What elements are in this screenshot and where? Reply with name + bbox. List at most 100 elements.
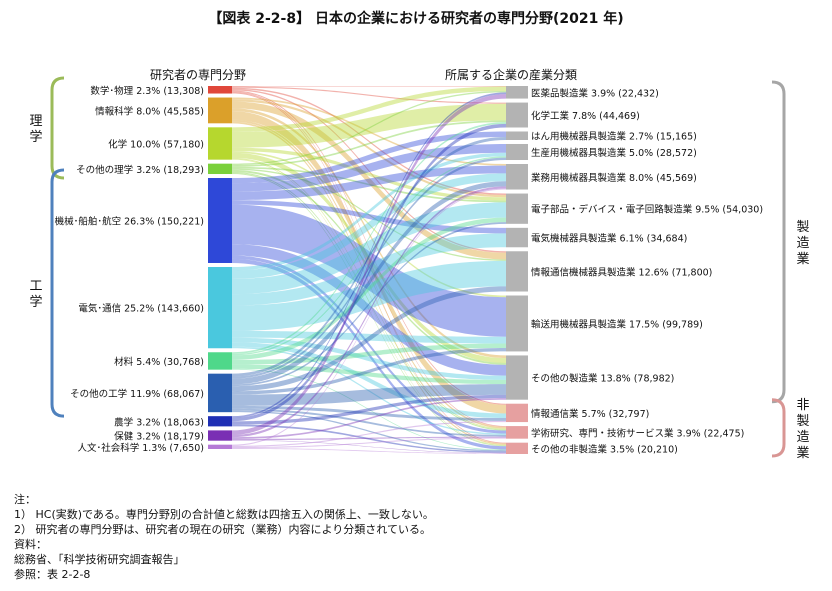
group-label: 非製造業 xyxy=(796,398,809,461)
note-line: 1） HC(実数)である。専門分野別の合計値と総数は四捨五入の関係上、一致しない… xyxy=(14,508,434,521)
group-label: 理学 xyxy=(29,114,42,145)
flow-band xyxy=(232,364,506,385)
source-label: 材料 5.4% (30,768) xyxy=(114,356,204,368)
source-node xyxy=(208,178,232,263)
flow-band xyxy=(232,436,506,441)
flow-band xyxy=(232,89,506,253)
target-node xyxy=(506,251,528,292)
flow-band xyxy=(232,103,506,148)
flow-band xyxy=(232,90,506,405)
source-label: 保健 3.2% (18,179) xyxy=(114,431,204,443)
target-label: 電子部品・デバイス・電子回路製造業 9.5% (54,030) xyxy=(531,204,763,216)
flow-band xyxy=(232,384,506,406)
source-node xyxy=(208,97,232,124)
target-node xyxy=(506,442,528,454)
source-node xyxy=(208,352,232,370)
flow-band xyxy=(232,86,506,87)
flow-band xyxy=(232,233,506,306)
target-label: その他の製造業 13.8% (78,982) xyxy=(531,373,674,385)
flow-band xyxy=(232,202,506,295)
flow-band xyxy=(232,123,506,422)
target-label: 生産用機械器具製造業 5.0% (28,572) xyxy=(531,147,697,159)
group-bracket xyxy=(771,398,786,458)
source-label: 情報科学 8.0% (45,585) xyxy=(95,105,204,117)
group-bracket xyxy=(771,80,786,404)
flow-band xyxy=(232,448,506,454)
source-node xyxy=(208,430,232,441)
source-label: 人文･社会科学 1.3% (7,650) xyxy=(77,442,204,454)
group-bracket xyxy=(50,168,65,418)
node-layer xyxy=(208,86,528,454)
source-label: その他の工学 11.9% (68,067) xyxy=(70,388,204,400)
target-column-header: 所属する企業の産業分類 xyxy=(445,68,578,82)
flow-band xyxy=(232,92,506,444)
flow-band xyxy=(232,330,506,344)
flow-band xyxy=(232,131,506,184)
source-label: 機械･船舶･航空 26.3% (150,221) xyxy=(55,216,204,228)
flow-band xyxy=(232,405,506,421)
flow-band xyxy=(232,158,506,446)
label-layer: 数学･物理 2.3% (13,308) 情報科学 8.0% (45,585) 化学 … xyxy=(55,85,763,456)
note-line: 2） 研究者の専門分野は、研究者の現在の研究（業務）内容により分類されている。 xyxy=(14,523,431,536)
flow-band xyxy=(232,86,506,132)
flow-band xyxy=(232,420,506,447)
flow-band xyxy=(232,440,506,454)
flow-band xyxy=(232,165,506,201)
target-label: 情報通信機械器具製造業 12.6% (71,800) xyxy=(531,266,712,278)
flow-band xyxy=(232,437,506,449)
flow-band xyxy=(232,120,506,167)
flow-band xyxy=(232,92,506,418)
target-node xyxy=(506,86,528,99)
flow-band xyxy=(232,121,506,445)
flow-band xyxy=(232,343,506,365)
flow-band xyxy=(232,86,506,104)
flow-band xyxy=(232,348,506,395)
source-column-header: 研究者の専門分野 xyxy=(150,68,247,82)
flow-band xyxy=(232,337,506,380)
flow-band xyxy=(232,157,506,430)
flow-band xyxy=(232,408,506,437)
flow-band xyxy=(232,108,506,359)
source-label: 数学･物理 2.3% (13,308) xyxy=(90,85,204,97)
flow-band xyxy=(232,255,506,434)
flow-band xyxy=(232,173,506,279)
group-bracket xyxy=(50,76,65,180)
target-node xyxy=(506,403,528,423)
source-label: 電気･通信 25.2% (143,660) xyxy=(78,303,204,315)
flow-band xyxy=(232,368,506,451)
flow-band xyxy=(232,186,506,438)
note-line: 参照：表 2-2-8 xyxy=(14,568,91,581)
group-label: 製造業 xyxy=(796,220,809,267)
flow-band xyxy=(232,152,506,363)
target-label: その他の非製造業 3.5% (20,210) xyxy=(531,443,678,455)
target-node xyxy=(506,227,528,248)
flow-band xyxy=(232,157,506,379)
source-node xyxy=(208,86,232,94)
source-node xyxy=(208,127,232,160)
flow-band xyxy=(232,168,506,261)
target-node xyxy=(506,295,528,352)
source-label: 農学 3.2% (18,063) xyxy=(114,416,204,428)
flow-band xyxy=(232,171,506,431)
target-node xyxy=(506,355,528,400)
flow-band xyxy=(232,122,506,354)
flow-band xyxy=(232,260,506,331)
target-label: はん用機械器具製造業 2.7% (15,165) xyxy=(531,131,697,143)
source-node xyxy=(208,444,232,449)
target-label: 情報通信業 5.7% (32,797) xyxy=(531,408,649,420)
flow-band xyxy=(232,94,506,435)
target-label: 電気機械器具製造業 6.1% (34,684) xyxy=(531,233,687,245)
source-node xyxy=(208,163,232,175)
flow-band xyxy=(232,143,506,192)
page-title: 【図表 2-2-8】 日本の企業における研究者の専門分野(2021 年) xyxy=(208,11,624,27)
flow-band xyxy=(232,111,506,414)
source-node xyxy=(208,373,232,413)
flow-band xyxy=(232,217,506,360)
flow-band xyxy=(232,136,506,377)
flow-band xyxy=(232,181,506,385)
target-label: 化学工業 7.8% (44,469) xyxy=(531,110,640,122)
source-label: 化学 10.0% (57,180) xyxy=(108,138,204,150)
flow-band xyxy=(232,91,506,427)
flow-band xyxy=(232,200,506,234)
